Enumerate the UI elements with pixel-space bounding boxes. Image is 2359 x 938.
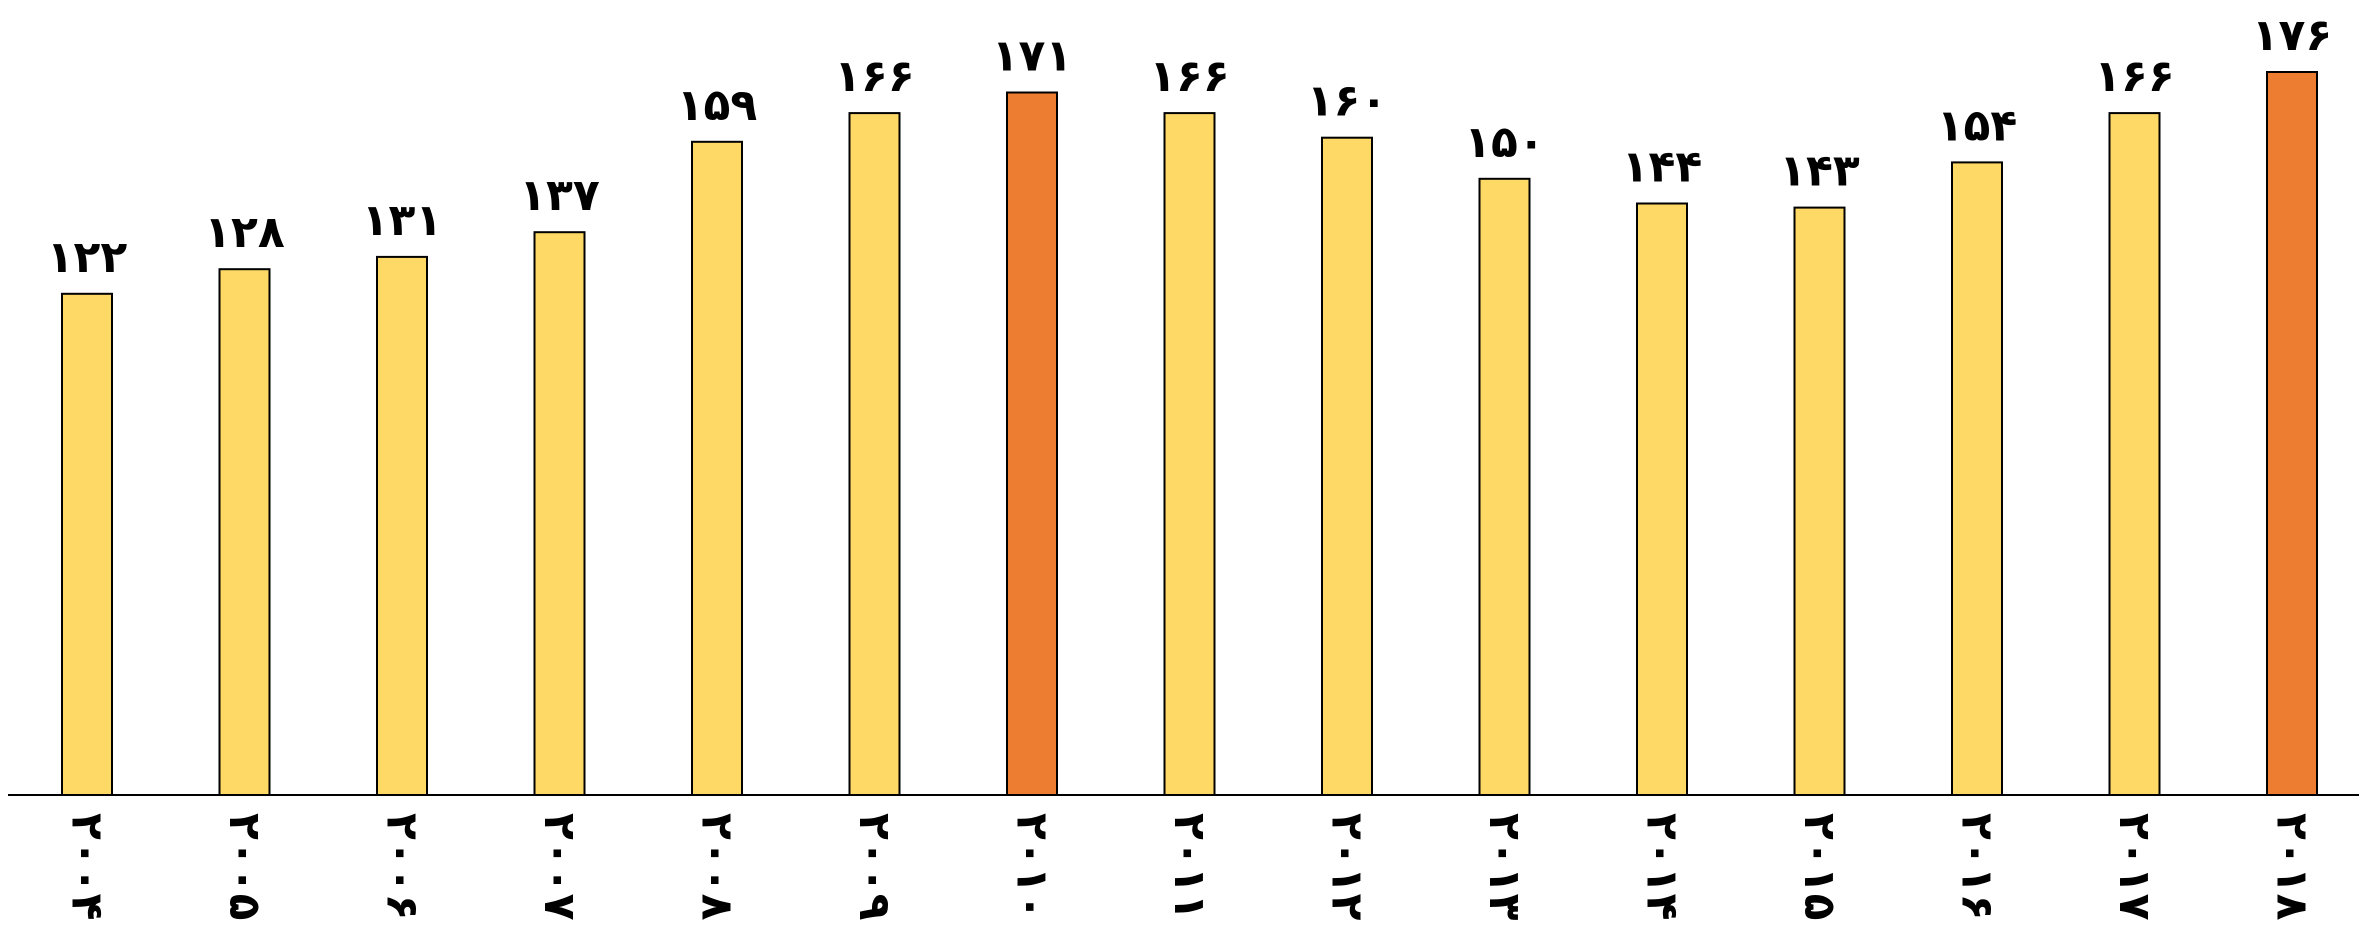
- x-tick-label-5: ۲۰۰۹: [849, 813, 900, 920]
- x-tick-label-6: ۲۰۱۰: [1007, 813, 1058, 920]
- bar-8: [1321, 136, 1373, 796]
- x-tick-label-0: ۲۰۰۴: [62, 813, 113, 920]
- bar-9: [1478, 177, 1531, 797]
- bars-group: [61, 71, 2318, 797]
- data-label-7: ۱۶۶: [1149, 51, 1230, 102]
- x-tick-labels-group: ۲۰۰۴ ۲۰۰۵ ۲۰۰۶ ۲۰۰۷ ۲۰۰۸ ۲۰۰۹ ۲۰۱۰ ۲۰۱۱ ۲۰۱۲ ۲۰۱۳…: [62, 813, 2318, 921]
- bar-11: [1793, 206, 1846, 797]
- x-tick-label-12: ۲۰۱۶: [1952, 813, 2003, 920]
- data-label-13: ۱۶۶: [2094, 51, 2175, 102]
- data-label-8: ۱۶۰: [1307, 76, 1388, 127]
- bar-13: [2108, 112, 2161, 797]
- x-tick-label-14: ۲۰۱۸: [2267, 813, 2318, 921]
- x-tick-label-4: ۲۰۰۸: [692, 813, 743, 921]
- data-label-6: ۱۷۱: [992, 31, 1073, 82]
- bar-2: [376, 255, 428, 796]
- data-label-12: ۱۵۴: [1937, 100, 2018, 151]
- data-label-11: ۱۴۳: [1779, 146, 1860, 197]
- data-label-14: ۱۷۶: [2252, 10, 2333, 61]
- x-tick-label-9: ۲۰۱۳: [1479, 813, 1530, 921]
- bar-0: [61, 292, 113, 796]
- value-labels-group: ۱۲۲ ۱۲۸ ۱۳۱ ۱۳۷ ۱۵۹ ۱۶۶ ۱۷۱ ۱۶۶ ۱۶۰ ۱۵۰ ۱۴۴ ۱۴۳ ۱۵۴ ۱…: [47, 10, 2333, 283]
- x-tick-label-8: ۲۰۱۲: [1322, 813, 1373, 921]
- x-tick-label-13: ۲۰۱۷: [2109, 813, 2160, 921]
- bar-7: [1163, 112, 1216, 797]
- bar-5: [848, 112, 901, 797]
- x-tick-label-2: ۲۰۰۶: [377, 813, 428, 920]
- bar-4: [691, 140, 743, 797]
- data-label-3: ۱۳۷: [519, 170, 600, 221]
- bar-1: [218, 268, 271, 796]
- bar-12: [1951, 161, 2003, 796]
- data-label-10: ۱۴۴: [1622, 142, 1703, 193]
- data-label-4: ۱۵۹: [677, 80, 758, 131]
- x-tick-label-11: ۲۰۱۵: [1794, 813, 1845, 920]
- data-label-2: ۱۳۱: [362, 195, 443, 246]
- data-label-9: ۱۵۰: [1464, 117, 1545, 168]
- x-tick-label-7: ۲۰۱۱: [1164, 813, 1215, 920]
- data-label-0: ۱۲۲: [47, 232, 128, 283]
- bar-6: [1006, 91, 1058, 796]
- bar-10: [1636, 202, 1688, 796]
- data-label-1: ۱۲۸: [204, 207, 285, 258]
- bar-3: [533, 231, 586, 796]
- bar-14: [2266, 71, 2318, 796]
- data-label-5: ۱۶۶: [834, 51, 915, 102]
- x-tick-label-3: ۲۰۰۷: [534, 813, 585, 921]
- x-tick-label-1: ۲۰۰۵: [219, 813, 270, 920]
- x-tick-label-10: ۲۰۱۴: [1637, 813, 1688, 920]
